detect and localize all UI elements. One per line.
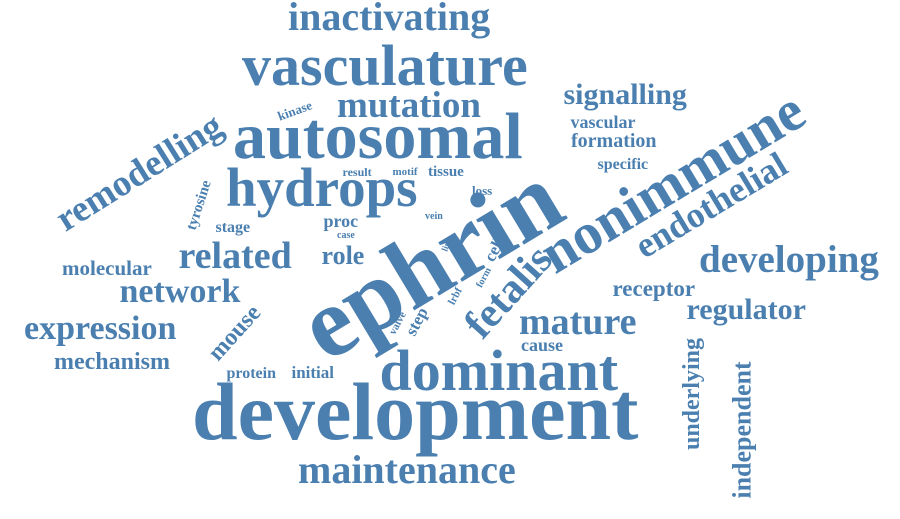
word-cause: cause — [521, 335, 563, 355]
word-role: role — [321, 241, 365, 270]
word-mouse: mouse — [202, 300, 266, 366]
word-initial: initial — [291, 362, 335, 382]
word-loss: loss — [472, 182, 493, 198]
word-result: result — [342, 165, 372, 179]
word-mutation: mutation — [337, 84, 481, 126]
word-vasculature: vasculature — [242, 33, 528, 98]
word-developing: developing — [699, 237, 879, 281]
word-hydrops: hydrops — [226, 156, 418, 218]
word-case: case — [337, 230, 355, 241]
word-protein: protein — [226, 365, 276, 382]
word-autosomal: autosomal — [233, 100, 523, 173]
word-vein: vein — [425, 211, 443, 222]
word-dominant: dominant — [379, 338, 619, 403]
word-inactivating: inactivating — [288, 0, 491, 39]
word-receptor: receptor — [612, 275, 696, 301]
word-tissue: tissue — [428, 163, 464, 180]
word-maintenance: maintenance — [298, 447, 516, 492]
word-mature: mature — [519, 301, 637, 343]
word-stage: stage — [215, 219, 251, 236]
word-specific: specific — [597, 156, 649, 173]
word-mechanism: mechanism — [54, 349, 170, 375]
word-signalling: signalling — [563, 78, 687, 111]
word-motif: motif — [392, 165, 418, 178]
word-development: development — [192, 366, 639, 457]
word-underlying: underlying — [679, 337, 706, 451]
word-molecular: molecular — [62, 255, 152, 280]
word-regulator: regulator — [686, 293, 806, 326]
word-expression: expression — [24, 310, 177, 347]
word-vascular: vascular — [570, 112, 636, 132]
word-related: related — [178, 235, 292, 277]
word-formation: formation — [571, 130, 657, 152]
word-proc: proc — [323, 211, 359, 231]
word-independent: independent — [727, 361, 757, 499]
word-tyrosine: tyrosine — [183, 177, 215, 232]
word-network: network — [119, 273, 241, 310]
